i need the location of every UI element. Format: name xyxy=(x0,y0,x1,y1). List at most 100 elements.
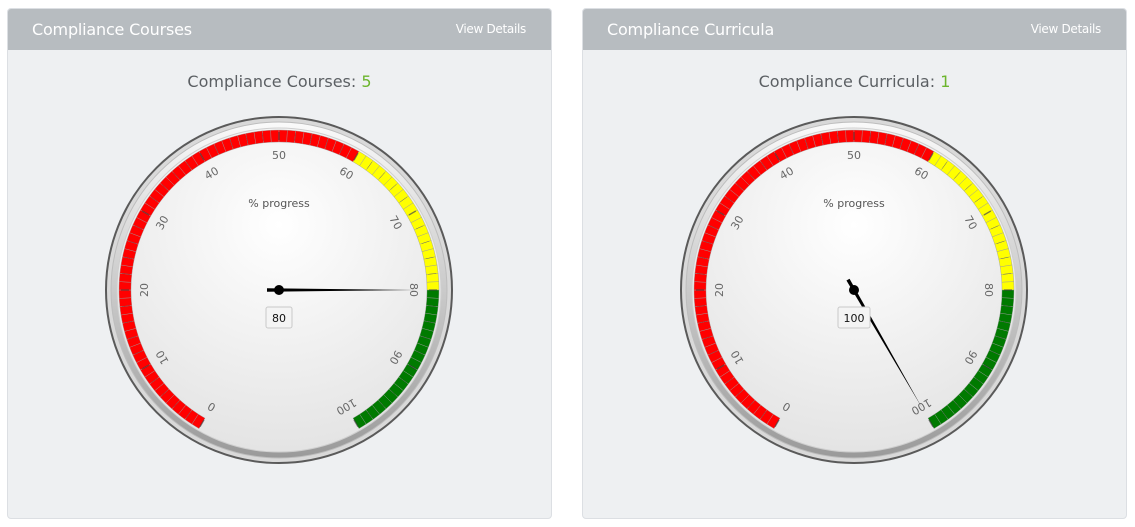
gauge-tick-mark xyxy=(185,411,192,418)
gauge-tick-mark xyxy=(294,132,296,141)
gauge-tick-mark xyxy=(716,210,725,216)
gauge-band-segment xyxy=(694,273,708,283)
gauge-tick-mark xyxy=(736,390,743,396)
gauge-band-segment xyxy=(927,413,942,429)
gauge-tick-mark xyxy=(173,172,179,179)
gauge-tick-mark xyxy=(820,135,824,144)
gauge-tick-label: 20 xyxy=(138,283,151,297)
gauge-tick-mark xyxy=(339,145,344,154)
gauge-value-label: 100 xyxy=(844,312,865,325)
gauge-tick-mark xyxy=(325,139,329,148)
gauge-tick-mark xyxy=(428,305,437,307)
gauge-tick-mark xyxy=(760,411,767,418)
gauge-tick-label: 30 xyxy=(153,213,171,232)
gauge-tick-mark xyxy=(996,240,1005,244)
gauge-tick-mark xyxy=(415,350,424,355)
gauge-band-segment xyxy=(693,281,707,291)
gauge-tick-label: 10 xyxy=(728,348,746,367)
gauge-tick-label: 70 xyxy=(386,213,404,232)
gauge-tick-mark xyxy=(121,305,130,307)
gauge-tick-mark xyxy=(309,135,313,144)
gauge-tick-mark xyxy=(736,184,743,190)
gauge-tick-mark xyxy=(1000,256,1009,260)
gauge-pivot xyxy=(274,285,284,295)
gauge-band-segment xyxy=(853,129,863,143)
gauge-band-segment xyxy=(253,130,264,145)
gauge-tick-mark xyxy=(124,320,133,324)
gauge-tick-mark xyxy=(262,132,264,141)
gauge-tick-mark xyxy=(128,336,137,340)
gauge-band-segment xyxy=(262,130,272,144)
gauge-band-segment xyxy=(828,130,839,145)
gauge-band-segment xyxy=(837,130,847,144)
gauge-band-segment xyxy=(693,289,707,299)
gauge-tick-mark xyxy=(428,273,437,275)
gauge-tick-mark xyxy=(1003,305,1012,307)
gauge-band-segment xyxy=(119,305,134,316)
gauge-tick-mark xyxy=(703,336,712,340)
gauge-tick-mark xyxy=(161,184,168,190)
gauge-tick-mark xyxy=(983,364,992,370)
view-details-link[interactable]: View Details xyxy=(1030,22,1102,36)
gauge-tick-mark xyxy=(804,139,808,148)
gauge-band-segment xyxy=(270,129,280,143)
gauge-tick-mark xyxy=(760,162,767,169)
gauge-needle xyxy=(267,288,416,292)
gauge-tick-mark xyxy=(975,196,982,203)
gauge-tick-mark xyxy=(709,350,718,355)
gauge-tick-mark xyxy=(869,132,871,141)
gauge-tick-mark xyxy=(128,240,137,244)
gauge-tick-mark xyxy=(151,377,158,384)
gauge-tick-mark xyxy=(141,210,150,216)
summary-count: 1 xyxy=(940,72,951,91)
panel-title: Compliance Curricula xyxy=(607,20,775,39)
gauge-tick-label: 30 xyxy=(728,213,746,232)
gauge-tick-label: 90 xyxy=(961,348,979,367)
gauge-tick-mark xyxy=(703,240,712,244)
gauge-tick-mark xyxy=(996,336,1005,340)
gauge-band-segment xyxy=(1001,289,1015,299)
gauge-tick-mark xyxy=(353,152,359,161)
gauge-tick-mark xyxy=(421,336,430,340)
gauge-band-segment xyxy=(861,130,871,144)
gauge-tick-label: 60 xyxy=(912,164,931,182)
gauge-tick-mark xyxy=(379,172,385,179)
gauge-tick-mark xyxy=(400,377,407,384)
gauge-tick-mark xyxy=(134,350,143,355)
gauge-band-segment xyxy=(424,264,439,275)
gauge-tick-mark xyxy=(151,196,158,203)
gauge-band-segment xyxy=(426,289,440,299)
view-details-link[interactable]: View Details xyxy=(455,22,527,36)
gauge-pivot xyxy=(849,285,859,295)
compliance-curricula-panel: Compliance Curricula View Details Compli… xyxy=(582,8,1127,519)
gauge-tick-label: 90 xyxy=(386,348,404,367)
gauge-tick-mark xyxy=(353,419,359,428)
gauge-tick-mark xyxy=(400,196,407,203)
gauge-band-segment xyxy=(118,289,132,299)
gauge-value-box xyxy=(837,306,871,329)
gauge-tick-mark xyxy=(748,401,754,408)
summary-label: Compliance Courses: xyxy=(187,72,357,91)
gauge-tick-mark xyxy=(161,390,168,396)
gauge-tick-label: 80 xyxy=(982,283,995,297)
summary-line: Compliance Curricula: 1 xyxy=(583,72,1126,91)
gauge-tick-mark xyxy=(928,152,934,161)
gauge-tick-mark xyxy=(1003,273,1012,275)
gauge-band-segment xyxy=(278,129,288,143)
gauge-tick-mark xyxy=(774,419,780,428)
gauge-tick-mark xyxy=(716,364,725,370)
gauge-band-segment xyxy=(1001,281,1015,291)
gauge-band-segment xyxy=(119,273,133,283)
summary-line: Compliance Courses: 5 xyxy=(8,72,551,91)
gauge-tick-mark xyxy=(696,305,705,307)
gauge-tick-label: 70 xyxy=(961,213,979,232)
gauge-band-segment xyxy=(118,281,132,291)
summary-label: Compliance Curricula: xyxy=(758,72,936,91)
gauge-tick-label: 10 xyxy=(153,348,171,367)
gauge-band-segment xyxy=(425,297,439,307)
gauge-tick-mark xyxy=(415,225,424,230)
gauge-tick-mark xyxy=(379,401,385,408)
gauge-tick-mark xyxy=(173,401,179,408)
